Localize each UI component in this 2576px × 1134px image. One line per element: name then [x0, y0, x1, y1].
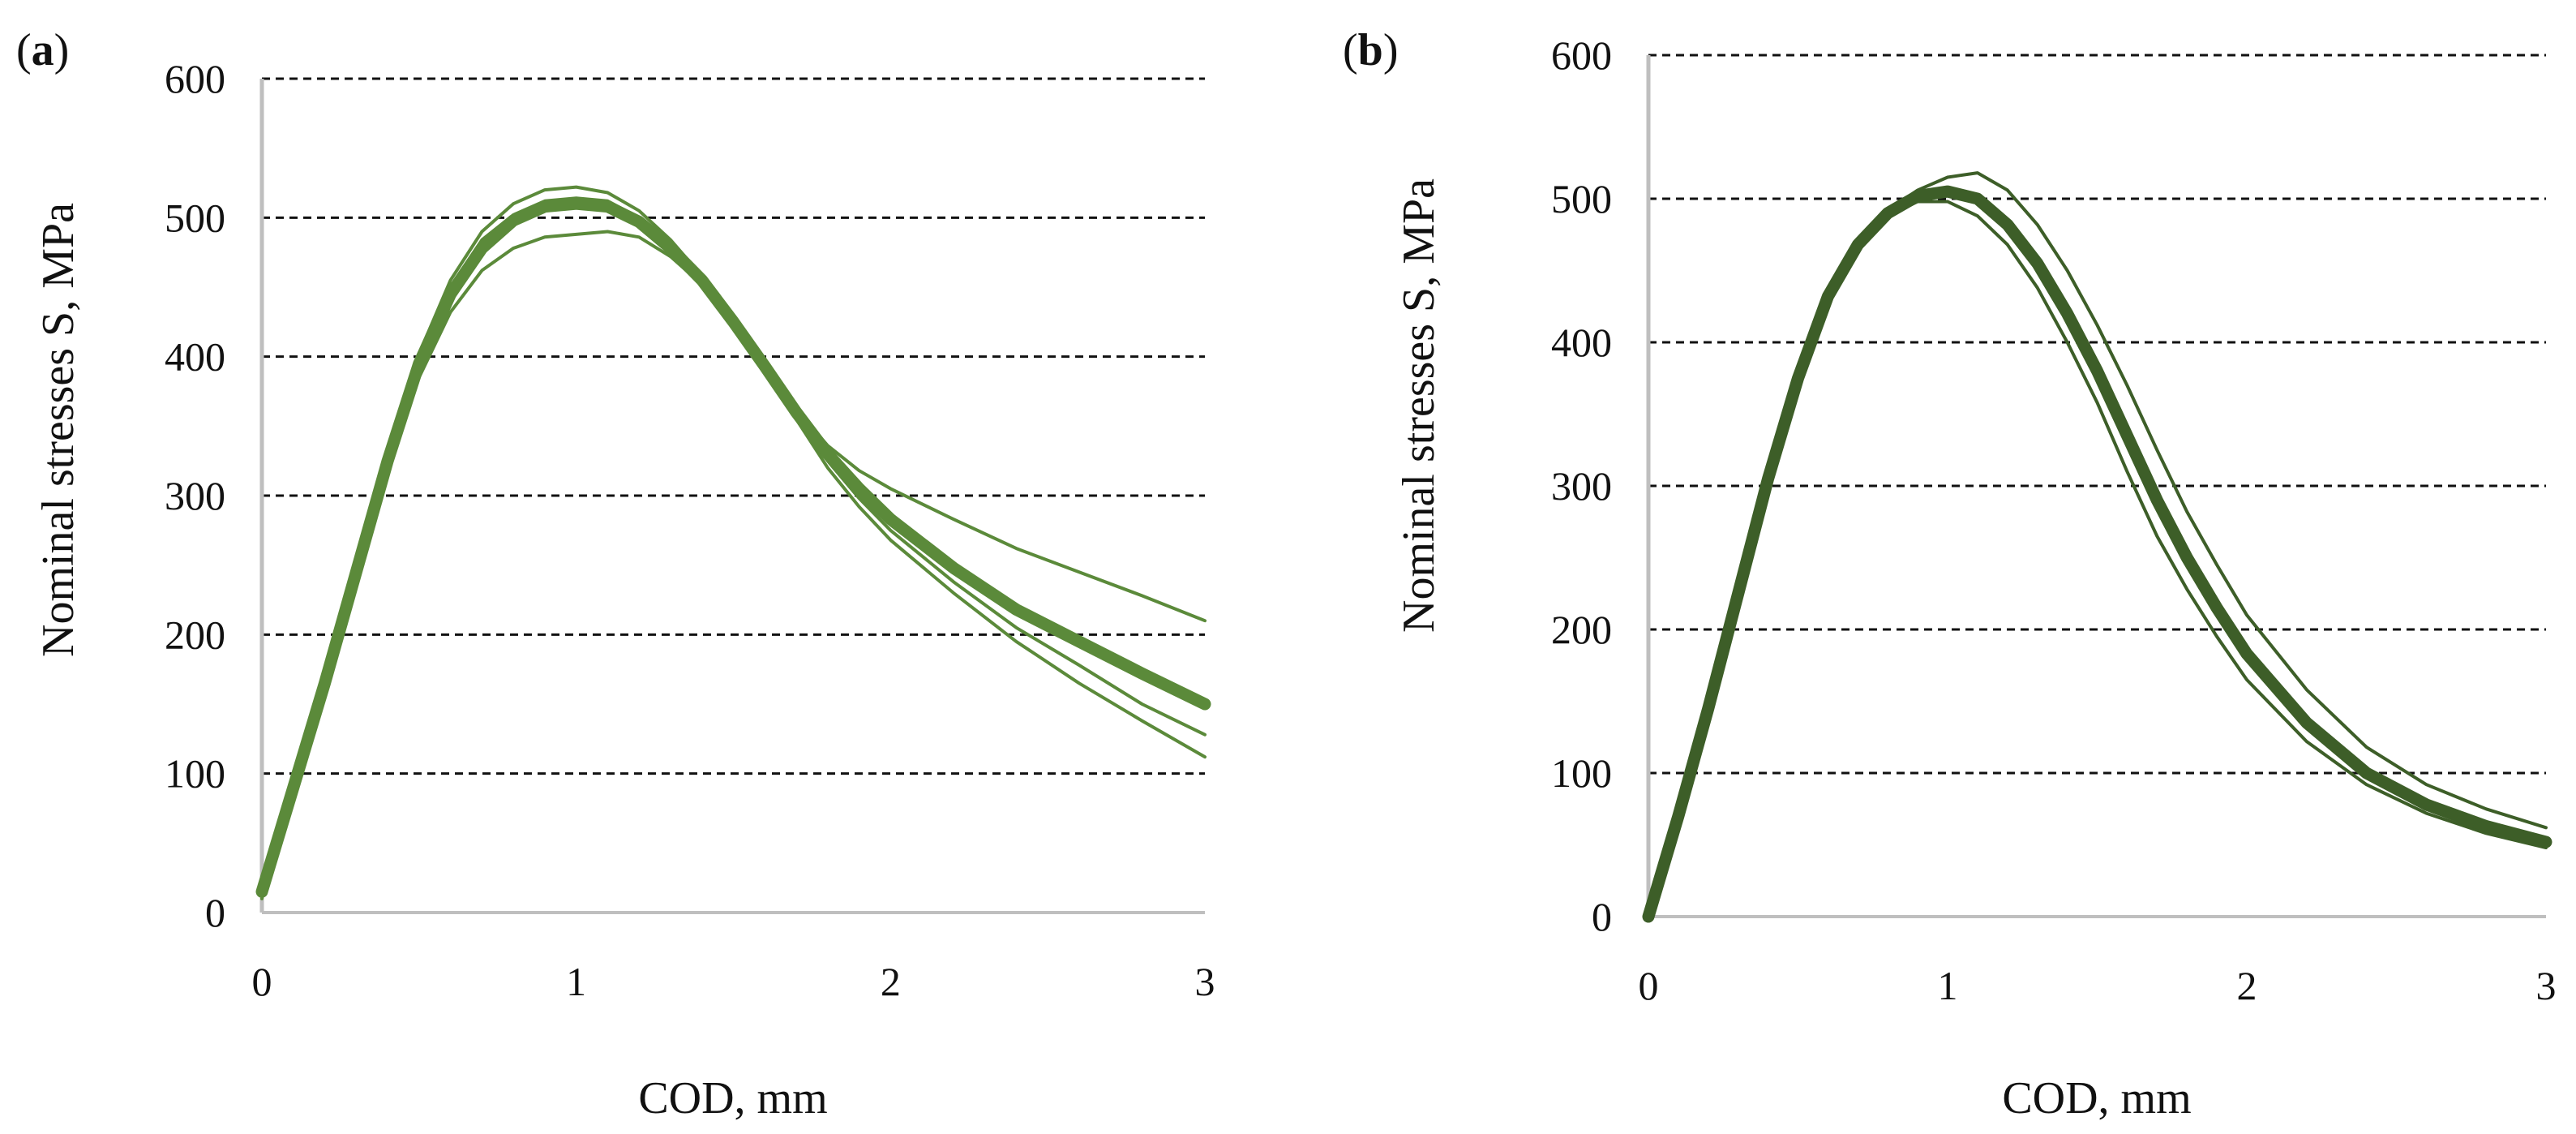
panel-a-y-axis-title: Nominal stresses S, MPa	[33, 203, 84, 657]
panel-a-y-tick-label: 100	[165, 751, 225, 797]
panel-b-y-tick-label: 300	[1551, 463, 1612, 509]
panel-a-y-tick-label: 400	[165, 334, 225, 380]
panel-a-y-tick-label: 500	[165, 195, 225, 240]
panel-a-x-axis-title: COD, mm	[638, 1073, 827, 1123]
panel-a-series-specimen-1	[260, 185, 1207, 898]
panel-b-x-axis-title: COD, mm	[2002, 1073, 2191, 1123]
panel-b-y-axis-title: Nominal stresses S, MPa	[1394, 178, 1444, 633]
panel-a-x-tick-label: 3	[1195, 959, 1215, 1004]
panel-b-x-tick-label: 1	[1938, 963, 1958, 1008]
panel-b-y-tick-label: 400	[1551, 320, 1612, 365]
panel-a-y-tick-label: 0	[205, 890, 225, 935]
panel-a: (a) 0 100 200 300 400 500 600 0 1 2 3 COD, mm Nom…	[16, 25, 1215, 1123]
panel-a-y-tick-label: 600	[165, 56, 225, 101]
panel-b-y-tick-label: 600	[1551, 32, 1612, 78]
panel-b-y-tick-label: 500	[1551, 176, 1612, 221]
panel-b-x-tick-label: 2	[2237, 963, 2257, 1008]
panel-b-gridlines	[1648, 54, 2546, 775]
panel-a-x-tick-label: 1	[566, 959, 586, 1004]
panel-b-series-specimen-2	[1647, 200, 2548, 918]
panel-a-y-ticks: 0 100 200 300 400 500 600	[165, 56, 225, 935]
panel-b-y-tick-label: 200	[1551, 607, 1612, 652]
panel-b-x-tick-label: 3	[2536, 963, 2557, 1008]
panel-b-x-ticks: 0 1 2 3	[1639, 963, 2557, 1008]
panel-a-x-tick-label: 2	[881, 959, 901, 1004]
panel-b-y-ticks: 0 100 200 300 400 500 600	[1551, 32, 1612, 939]
panel-a-series-specimen-3	[260, 196, 1207, 900]
panel-a-x-ticks: 0 1 2 3	[252, 959, 1215, 1004]
panel-a-y-tick-label: 300	[165, 473, 225, 518]
panel-a-series	[255, 185, 1211, 900]
panel-b-y-tick-label: 100	[1551, 750, 1612, 796]
panel-a-x-tick-label: 0	[252, 959, 272, 1004]
panel-b-label: (b)	[1343, 25, 1398, 75]
panel-b-x-tick-label: 0	[1639, 963, 1659, 1008]
panel-b-series-mean	[1642, 185, 2552, 923]
panel-a-series-mean	[255, 197, 1211, 898]
panel-a-y-tick-label: 200	[165, 612, 225, 657]
panel-b: (b) 0 100 200 300 400 500 600 0 1 2 3 COD, mm Nom…	[1343, 25, 2557, 1123]
panel-b-y-tick-label: 0	[1592, 894, 1612, 939]
panel-a-label: (a)	[16, 25, 69, 75]
panel-b-series	[1642, 171, 2552, 923]
